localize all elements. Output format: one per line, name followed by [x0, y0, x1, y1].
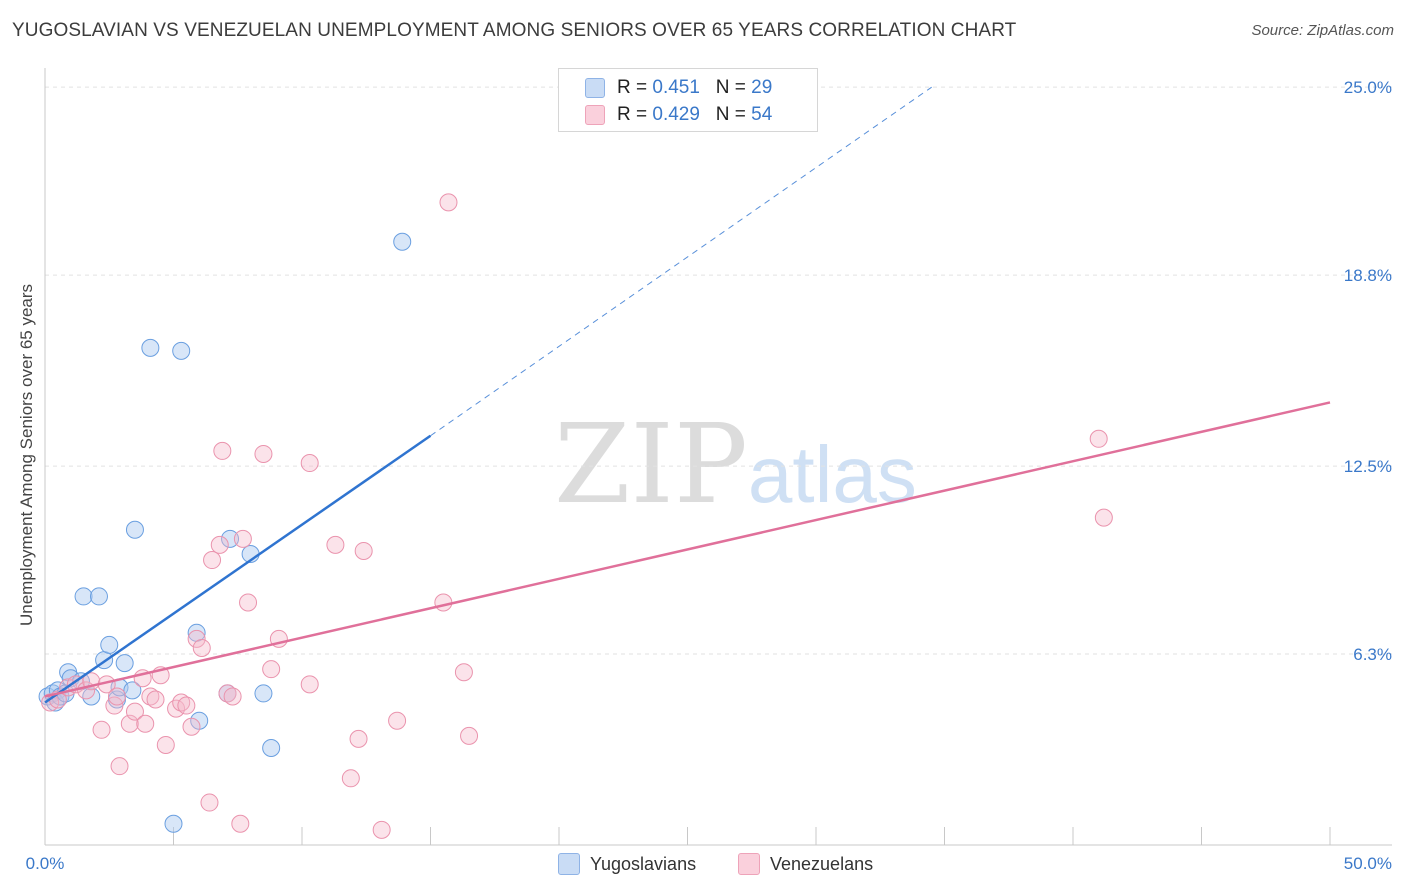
legend-row-yugoslavians: R = 0.451 N = 29: [585, 77, 772, 99]
legend-n-value: 29: [751, 77, 773, 98]
legend: R = 0.451 N = 29 R = 0.429 N = 54: [558, 68, 818, 132]
data-point-venezuelans: [218, 684, 237, 703]
legend-swatch-pink: [585, 105, 605, 125]
data-point-venezuelans: [125, 702, 144, 721]
data-point-venezuelans: [460, 726, 479, 745]
data-point-venezuelans: [434, 593, 453, 612]
data-point-venezuelans: [439, 193, 458, 212]
data-point-venezuelans: [210, 535, 229, 554]
data-point-yugoslavians: [254, 684, 273, 703]
y-tick-label: 12.5%: [1344, 457, 1392, 476]
bottom-legend-venezuelans: Venezuelans: [738, 853, 873, 875]
y-tick-label: 18.8%: [1344, 266, 1392, 285]
data-point-venezuelans: [141, 687, 160, 706]
bottom-legend-label-yugoslavians: Yugoslavians: [590, 853, 697, 874]
legend-row-venezuelans: R = 0.429 N = 54: [585, 104, 772, 126]
bottom-legend-yugoslavians: Yugoslavians: [558, 853, 696, 875]
data-point-yugoslavians: [262, 738, 281, 757]
chart-title: YUGOSLAVIAN VS VENEZUELAN UNEMPLOYMENT A…: [12, 20, 1017, 41]
watermark-zip: ZIP: [554, 400, 748, 528]
data-point-yugoslavians: [74, 587, 93, 606]
bottom-swatch-pink: [738, 853, 760, 875]
legend-r-label: R =: [617, 104, 648, 125]
data-point-venezuelans: [1094, 508, 1113, 527]
legend-n-value: 54: [751, 104, 773, 125]
legend-r-label: R =: [617, 77, 648, 98]
y-tick-label: 25.0%: [1344, 78, 1392, 97]
legend-r-value: 0.451: [652, 77, 700, 98]
data-point-venezuelans: [192, 638, 211, 657]
data-point-venezuelans: [300, 675, 319, 694]
data-point-yugoslavians: [123, 681, 142, 700]
legend-r-value: 0.429: [652, 104, 700, 125]
data-point-venezuelans: [156, 735, 175, 754]
trend-line-dashed-yugoslavians: [430, 86, 932, 437]
x-tick-label-min: 0.0%: [26, 854, 65, 873]
data-point-venezuelans: [262, 660, 281, 679]
legend-text-pink: R = 0.429 N = 54: [617, 104, 772, 126]
data-point-venezuelans: [388, 711, 407, 730]
data-point-venezuelans: [372, 820, 391, 839]
data-point-venezuelans: [213, 441, 232, 460]
data-point-yugoslavians: [82, 687, 101, 706]
data-point-venezuelans: [239, 593, 258, 612]
watermark: ZIPatlas: [554, 400, 917, 528]
data-point-venezuelans: [167, 699, 186, 718]
data-point-venezuelans: [92, 720, 111, 739]
data-point-venezuelans: [233, 529, 252, 548]
data-point-venezuelans: [200, 793, 219, 812]
data-point-yugoslavians: [164, 814, 183, 833]
data-point-venezuelans: [136, 714, 155, 733]
trend-line-venezuelans: [44, 401, 1331, 698]
data-point-venezuelans: [187, 629, 206, 648]
data-point-venezuelans: [120, 714, 139, 733]
data-point-yugoslavians: [141, 338, 160, 357]
data-point-venezuelans: [146, 690, 165, 709]
data-point-venezuelans: [326, 535, 345, 554]
y-tick-label: 6.3%: [1353, 645, 1392, 664]
data-point-yugoslavians: [89, 587, 108, 606]
bottom-swatch-blue: [558, 853, 580, 875]
bottom-legend-label-venezuelans: Venezuelans: [770, 853, 874, 874]
data-point-venezuelans: [254, 444, 273, 463]
data-point-venezuelans: [300, 454, 319, 473]
data-point-venezuelans: [231, 814, 250, 833]
legend-swatch-blue: [585, 78, 605, 98]
legend-text-blue: R = 0.451 N = 29: [617, 77, 772, 99]
legend-n-label: N =: [715, 104, 746, 125]
data-point-venezuelans: [177, 696, 196, 715]
data-point-yugoslavians: [221, 529, 240, 548]
x-tick-label-max: 50.0%: [1344, 854, 1392, 873]
data-point-venezuelans: [110, 757, 129, 776]
legend-n-label: N =: [715, 77, 746, 98]
data-point-venezuelans: [341, 769, 360, 788]
data-point-venezuelans: [203, 551, 222, 570]
source-label: Source: ZipAtlas.com: [1251, 22, 1394, 39]
data-point-venezuelans: [354, 541, 373, 560]
data-point-venezuelans: [107, 687, 126, 706]
trend-line-yugoslavians: [44, 434, 432, 704]
data-point-yugoslavians: [393, 232, 412, 251]
data-point-venezuelans: [182, 717, 201, 736]
data-point-venezuelans: [223, 687, 242, 706]
data-point-venezuelans: [1089, 429, 1108, 448]
data-point-yugoslavians: [100, 635, 119, 654]
data-point-venezuelans: [172, 693, 191, 712]
data-point-venezuelans: [454, 663, 473, 682]
data-point-yugoslavians: [115, 654, 134, 673]
data-point-venezuelans: [349, 729, 368, 748]
data-point-yugoslavians: [125, 520, 144, 539]
data-point-yugoslavians: [172, 341, 191, 360]
